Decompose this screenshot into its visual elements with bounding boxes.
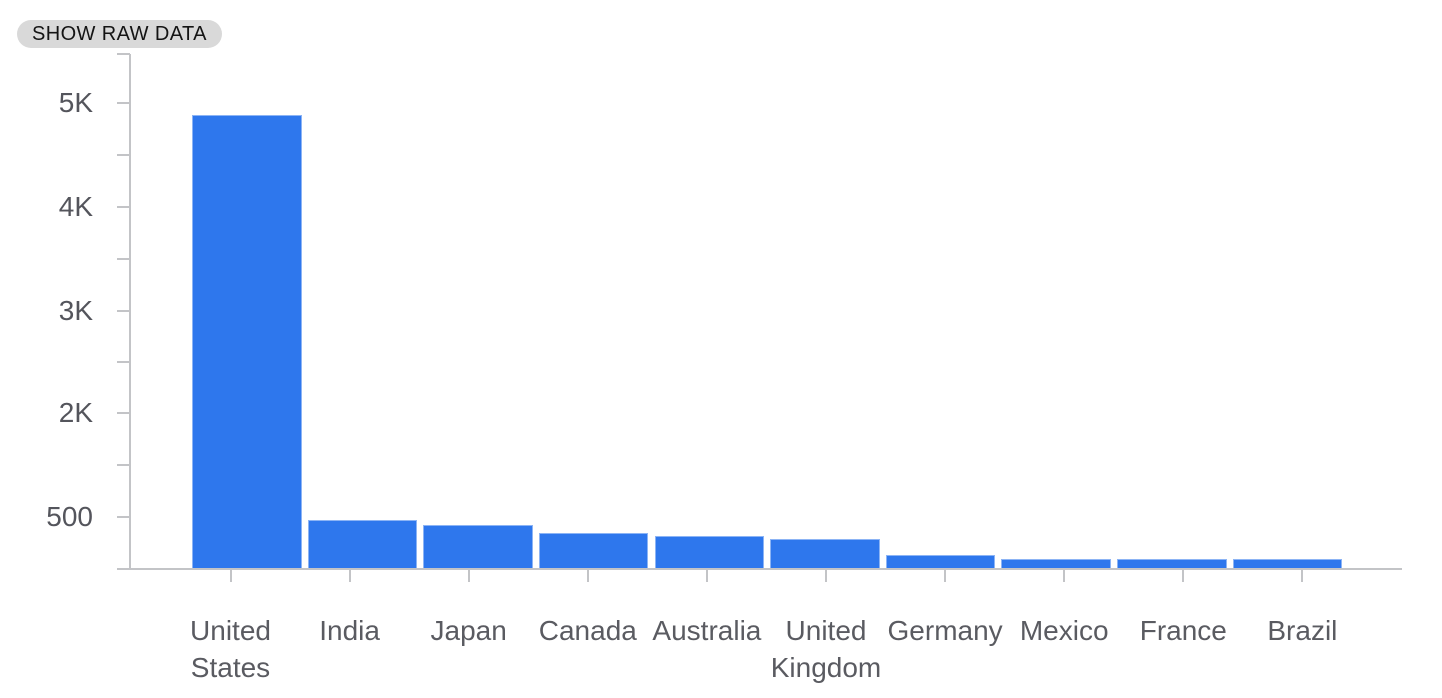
y-axis-tick-label: 500 — [46, 500, 93, 532]
x-axis-tick — [467, 569, 470, 582]
x-axis-label-line: Brazil — [1267, 615, 1338, 646]
y-axis-major-tick — [117, 515, 130, 518]
bar-canada[interactable] — [538, 533, 649, 570]
y-axis-major-tick — [117, 102, 130, 104]
bar-united-states[interactable] — [192, 115, 302, 570]
x-axis-tick — [705, 569, 708, 582]
x-axis-label-line: Australia — [652, 615, 762, 646]
x-axis-category-label: Germany — [835, 612, 1055, 649]
x-axis-label-line: India — [319, 615, 380, 646]
y-axis-tick-label: 3K — [58, 295, 93, 326]
y-axis-tick-label: 5K — [58, 87, 93, 118]
x-axis-category-label: Canada — [478, 612, 698, 649]
x-axis-label-line: Canada — [538, 615, 637, 646]
bar-india[interactable] — [307, 520, 418, 570]
x-axis-label-line: States — [190, 652, 271, 683]
y-axis-minor-tick — [117, 257, 130, 260]
x-axis-tick — [1182, 569, 1185, 582]
x-axis-category-label: Australia — [597, 612, 817, 649]
x-axis-category-label: United States — [121, 612, 341, 686]
bar-australia[interactable] — [654, 536, 765, 570]
x-axis-label-line: United — [190, 615, 271, 646]
y-axis-major-tick — [117, 205, 130, 208]
x-axis-category-label: Japan — [359, 612, 579, 649]
y-axis-minor-tick — [117, 464, 130, 466]
bar-united-kingdom[interactable] — [770, 538, 880, 570]
x-axis-label-line: Mexico — [1019, 615, 1109, 646]
x-axis-tick — [944, 569, 947, 582]
x-axis-tick — [586, 569, 589, 582]
y-axis-major-tick — [117, 412, 130, 415]
x-axis-category-label: Mexico — [954, 612, 1174, 649]
y-axis-tick-label: 4K — [58, 190, 93, 222]
show-raw-data-button[interactable]: SHOW RAW DATA — [17, 20, 222, 48]
y-axis-major-tick — [117, 310, 130, 312]
x-axis-category-label: France — [1073, 612, 1293, 649]
x-axis-category-label: United Kingdom — [716, 612, 936, 686]
x-axis-label-line: Japan — [430, 615, 507, 646]
y-axis-tick-label: 2K — [58, 397, 93, 429]
x-axis-category-label: Brazil — [1192, 612, 1412, 649]
x-axis-tick — [1063, 569, 1066, 582]
x-axis-label-line: United — [785, 615, 867, 646]
y-axis-minor-tick — [117, 153, 130, 156]
x-axis-label-line: Germany — [887, 615, 1003, 646]
x-axis-tick — [348, 569, 351, 582]
x-axis-category-label: India — [240, 612, 460, 649]
x-axis-tick — [229, 569, 232, 582]
bar-japan[interactable] — [423, 524, 533, 570]
x-axis-label-line: Kingdom — [770, 652, 882, 683]
x-axis-line — [117, 567, 1402, 570]
x-axis-tick — [1301, 569, 1304, 582]
x-axis-label-line: France — [1139, 615, 1227, 646]
y-axis-minor-tick — [117, 361, 130, 363]
y-axis-minor-tick — [117, 53, 130, 55]
x-axis-tick — [825, 569, 827, 582]
